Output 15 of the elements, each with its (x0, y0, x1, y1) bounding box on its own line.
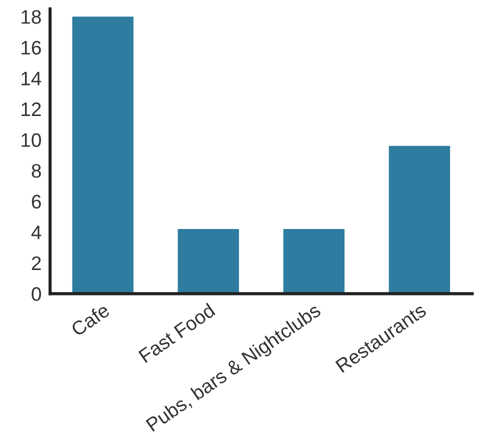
bar (388, 146, 450, 294)
y-tick-label: 16 (22, 40, 41, 55)
y-tick-label: 14 (22, 72, 42, 86)
y-tick-label: 8 (32, 164, 41, 178)
y-tick-label: 2 (32, 256, 41, 270)
y-tick-label: 6 (32, 194, 41, 209)
y-tick-label: 12 (22, 102, 41, 116)
y-tick-label: 10 (22, 133, 41, 147)
y-tick-label: 18 (22, 10, 41, 24)
y-tick-label: 0 (32, 287, 41, 301)
y-tick-label: 4 (31, 226, 42, 240)
bar (72, 16, 134, 294)
bar (178, 229, 239, 294)
x-tick-label: Cafe (70, 302, 110, 337)
bar (283, 229, 345, 294)
